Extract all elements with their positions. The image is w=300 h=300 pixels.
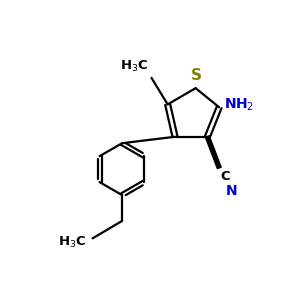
Text: NH$_2$: NH$_2$ <box>224 97 255 113</box>
Text: C: C <box>221 170 230 183</box>
Text: N: N <box>226 184 238 198</box>
Text: H$_3$C: H$_3$C <box>58 235 87 250</box>
Text: S: S <box>191 68 202 83</box>
Text: H$_3$C: H$_3$C <box>120 59 148 74</box>
